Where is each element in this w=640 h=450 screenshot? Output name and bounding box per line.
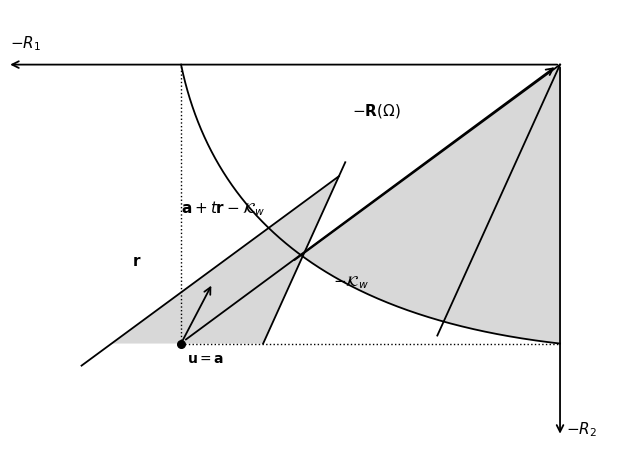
- Text: $\mathbf{u} = \mathbf{a}$: $\mathbf{u} = \mathbf{a}$: [188, 352, 225, 366]
- Text: $-\mathcal{K}_w$: $-\mathcal{K}_w$: [333, 275, 369, 292]
- Polygon shape: [301, 65, 560, 343]
- Text: $-R_2$: $-R_2$: [566, 420, 597, 439]
- Polygon shape: [444, 65, 560, 343]
- Text: $\mathbf{a} + t\mathbf{r} - \mathcal{K}_w$: $\mathbf{a} + t\mathbf{r} - \mathcal{K}_…: [181, 199, 266, 218]
- Text: $\mathbf{r}$: $\mathbf{r}$: [132, 255, 141, 269]
- Polygon shape: [111, 176, 339, 343]
- Text: $-R_1$: $-R_1$: [10, 34, 42, 53]
- Text: $-\mathbf{R}(\Omega)$: $-\mathbf{R}(\Omega)$: [351, 102, 400, 120]
